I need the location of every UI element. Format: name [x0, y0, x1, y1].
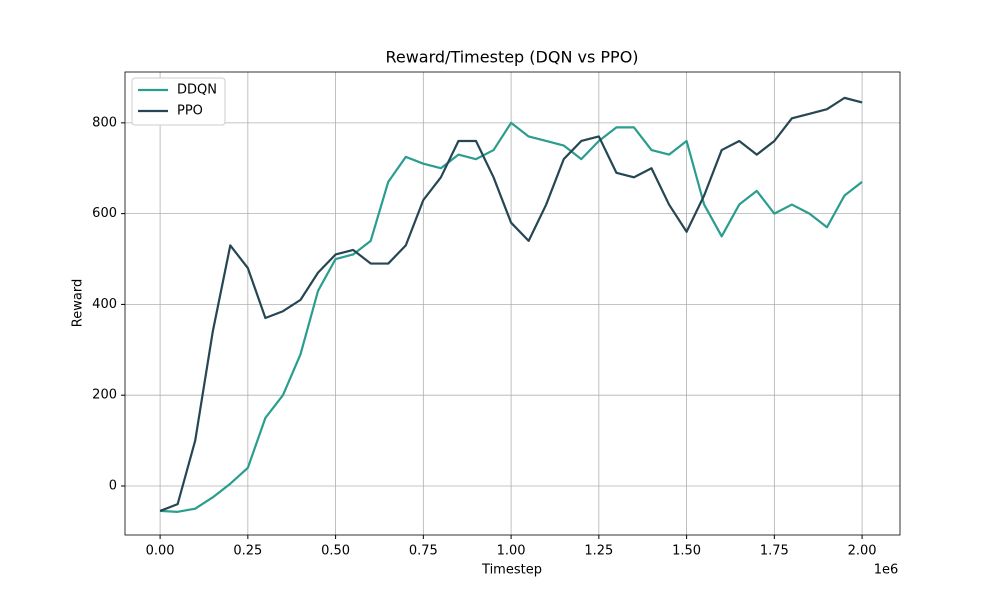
- chart-title: Reward/Timestep (DQN vs PPO): [385, 48, 638, 67]
- x-tick-label: 1.00: [497, 544, 526, 559]
- x-tick-label: 1.25: [584, 544, 613, 559]
- legend-label: DDQN: [177, 83, 217, 98]
- x-tick-label: 1.75: [760, 544, 789, 559]
- y-axis-label: Reward: [71, 279, 86, 327]
- x-tick-label: 2.00: [848, 544, 877, 559]
- x-tick-label: 0.50: [321, 544, 350, 559]
- y-tick-label: 600: [92, 206, 117, 221]
- x-axis-label: Timestep: [481, 563, 542, 578]
- x-tick-label: 0.25: [233, 544, 262, 559]
- x-tick-label: 1.50: [672, 544, 701, 559]
- y-tick-label: 400: [92, 297, 117, 312]
- y-tick-label: 0: [109, 478, 117, 493]
- x-tick-label: 0.75: [409, 544, 438, 559]
- series-line: [160, 121, 863, 513]
- x-tick-label: 0.00: [146, 544, 175, 559]
- series-line: [159, 96, 863, 512]
- plot-frame: [124, 71, 901, 536]
- legend-label: PPO: [177, 104, 203, 119]
- legend: DDQN PPO: [131, 77, 226, 126]
- y-tick-label: 800: [92, 115, 117, 130]
- x-offset-label: 1e6: [874, 563, 899, 578]
- y-tick-label: 200: [92, 388, 117, 403]
